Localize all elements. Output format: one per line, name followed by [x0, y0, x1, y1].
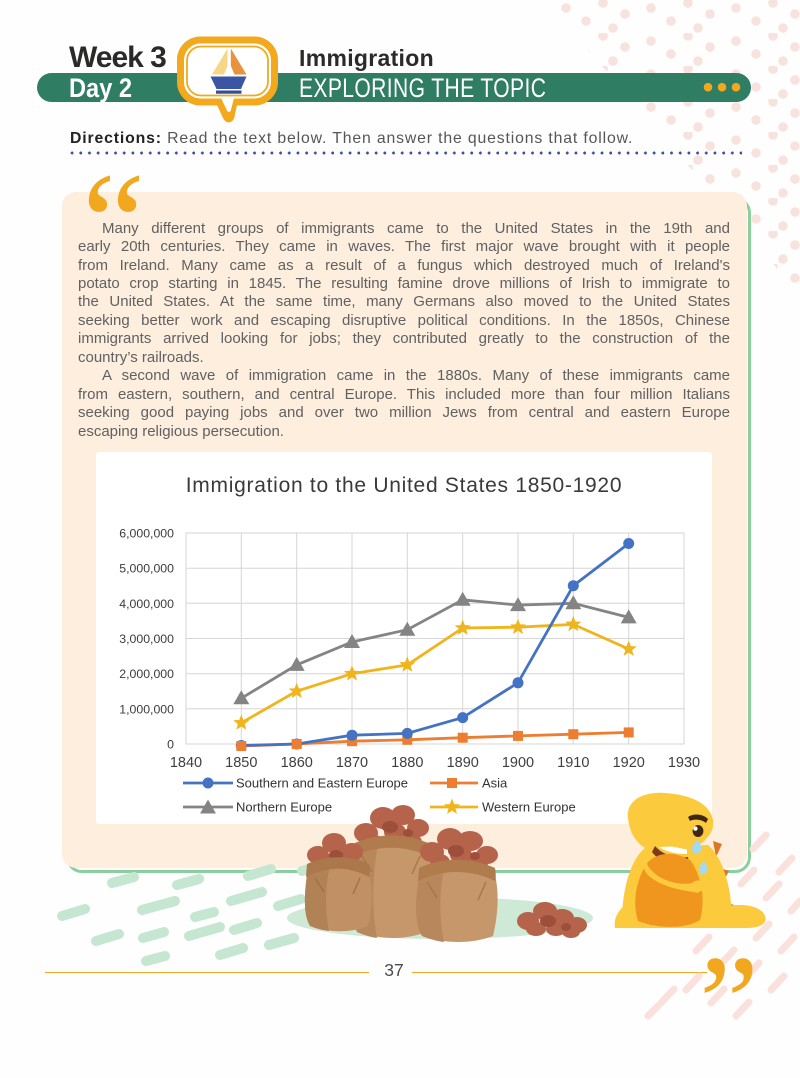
- svg-text:1850: 1850: [225, 755, 257, 771]
- svg-text:1840: 1840: [170, 755, 202, 771]
- svg-text:Northern Europe: Northern Europe: [236, 800, 332, 815]
- svg-text:1900: 1900: [502, 755, 534, 771]
- svg-text:1920: 1920: [613, 755, 645, 771]
- svg-text:5,000,000: 5,000,000: [119, 562, 174, 576]
- svg-text:Southern and Eastern Europe: Southern and Eastern Europe: [236, 776, 408, 791]
- svg-text:2,000,000: 2,000,000: [119, 667, 174, 681]
- svg-text:4,000,000: 4,000,000: [119, 597, 174, 611]
- svg-text:1890: 1890: [447, 755, 479, 771]
- svg-text:6,000,000: 6,000,000: [119, 527, 174, 541]
- svg-text:1930: 1930: [668, 755, 700, 771]
- svg-text:Western Europe: Western Europe: [482, 800, 576, 815]
- svg-text:1860: 1860: [281, 755, 313, 771]
- svg-text:1880: 1880: [391, 755, 423, 771]
- svg-text:0: 0: [167, 738, 174, 752]
- svg-text:1910: 1910: [557, 755, 589, 771]
- svg-text:1870: 1870: [336, 755, 368, 771]
- svg-text:1,000,000: 1,000,000: [119, 702, 174, 716]
- svg-text:3,000,000: 3,000,000: [119, 632, 174, 646]
- svg-text:Asia: Asia: [482, 776, 508, 791]
